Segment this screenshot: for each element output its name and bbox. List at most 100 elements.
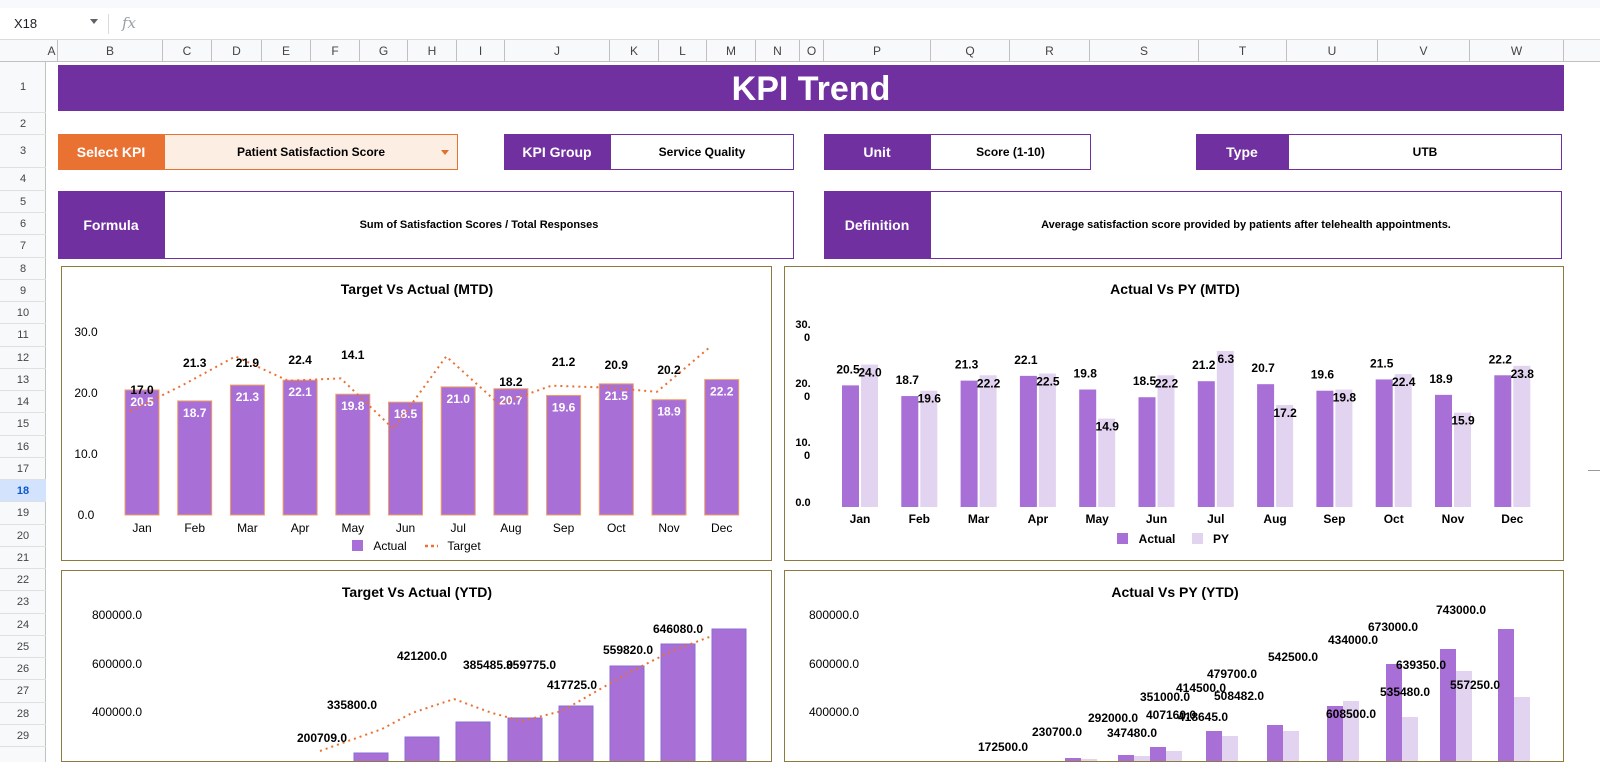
bar-label: 19.6: [1311, 368, 1335, 382]
bar-actual-aug: [493, 388, 529, 516]
select-kpi-dropdown[interactable]: Patient Satisfaction Score: [164, 134, 458, 170]
row-header-16[interactable]: 16: [0, 436, 46, 458]
bar-label: 418645.0: [1178, 710, 1228, 724]
column-header-o[interactable]: O: [800, 40, 824, 62]
x-tick-label: Aug: [1263, 512, 1286, 526]
row-header-7[interactable]: 7: [0, 235, 46, 258]
row-header-10[interactable]: 10: [0, 302, 46, 324]
column-header-h[interactable]: H: [408, 40, 457, 62]
column-header-l[interactable]: L: [659, 40, 707, 62]
chevron-down-icon[interactable]: [90, 19, 98, 24]
row-header-26[interactable]: 26: [0, 658, 46, 680]
row-header-18[interactable]: 18: [0, 480, 46, 502]
row-header-14[interactable]: 14: [0, 391, 46, 413]
legend-actual-swatch: [1117, 533, 1128, 544]
row-header-23[interactable]: 23: [0, 591, 46, 614]
target-label: 21.3: [183, 356, 207, 370]
bar-actual-dec: [704, 379, 740, 516]
column-header-n[interactable]: N: [756, 40, 800, 62]
column-header-m[interactable]: M: [707, 40, 756, 62]
column-header-p[interactable]: P: [824, 40, 931, 62]
row-header-11[interactable]: 11: [0, 324, 46, 347]
x-tick-label: Jan: [850, 512, 871, 526]
target-label: 18.2: [499, 375, 523, 389]
bar-label: 508482.0: [1214, 689, 1264, 703]
row-header-25[interactable]: 25: [0, 636, 46, 658]
bar-py-jan: [861, 364, 878, 507]
x-tick-label: Jan: [132, 521, 151, 535]
chart-actual-vs-py-mtd[interactable]: Actual Vs PY (MTD) 30. 0 20. 0 10. 0 0.0 20.5 24.…: [784, 266, 1564, 561]
column-header-r[interactable]: R: [1010, 40, 1090, 62]
bar-label: 18.9: [1429, 372, 1453, 386]
row-header-24[interactable]: 24: [0, 614, 46, 636]
row-header-20[interactable]: 20: [0, 525, 46, 547]
bar-actual-feb: [901, 396, 919, 507]
column-header-g[interactable]: G: [360, 40, 408, 62]
column-header-c[interactable]: C: [163, 40, 212, 62]
column-header-b[interactable]: B: [58, 40, 163, 62]
chart-target-vs-actual-ytd[interactable]: Target Vs Actual (YTD) 800000.0 600000.0 40…: [61, 570, 772, 762]
legend-py-swatch: [1192, 533, 1203, 544]
target-label: 20.2: [657, 363, 681, 377]
select-kpi-value: Patient Satisfaction Score: [236, 145, 386, 159]
row-header-15[interactable]: 15: [0, 413, 46, 436]
chart-actual-vs-py-ytd[interactable]: Actual Vs PY (YTD) 800000.0 600000.0 400000…: [784, 570, 1564, 762]
bar-actual-ytd: [353, 752, 389, 761]
formula-value: Sum of Satisfaction Scores / Total Respo…: [164, 191, 794, 259]
row-header-29[interactable]: 29: [0, 725, 46, 747]
y-tick-label: 600000.0: [92, 657, 142, 671]
row-header-28[interactable]: 28: [0, 703, 46, 725]
chart-target-vs-actual-mtd[interactable]: Target Vs Actual (MTD) 30.0 20.0 10.0 0.0 20.…: [61, 266, 772, 561]
bar-label: 22.5: [1036, 375, 1060, 389]
row-header-27[interactable]: 27: [0, 680, 46, 703]
column-header-s[interactable]: S: [1090, 40, 1199, 62]
row-header-12[interactable]: 12: [0, 347, 46, 369]
row-header-22[interactable]: 22: [0, 569, 46, 591]
column-header-u[interactable]: U: [1287, 40, 1378, 62]
column-header-i[interactable]: I: [457, 40, 505, 62]
bar-label: 19.8: [1074, 367, 1098, 381]
column-header-k[interactable]: K: [610, 40, 659, 62]
bar-actual-ytd: [711, 628, 747, 761]
bar-label: 351000.0: [1140, 690, 1190, 704]
column-header-e[interactable]: E: [262, 40, 311, 62]
target-label: 417725.0: [547, 678, 597, 692]
bar-actual-oct: [598, 383, 634, 516]
y-tick-label: 0: [804, 332, 810, 344]
row-header-2[interactable]: 2: [0, 113, 46, 135]
column-header-j[interactable]: J: [505, 40, 610, 62]
row-header-4[interactable]: 4: [0, 168, 46, 191]
name-box[interactable]: X18: [14, 16, 38, 31]
column-header-q[interactable]: Q: [931, 40, 1010, 62]
column-header-f[interactable]: F: [311, 40, 360, 62]
row-header-6[interactable]: 6: [0, 213, 46, 235]
bar-py-ytd: [1514, 697, 1530, 761]
bar-actual-ytd: [1440, 649, 1456, 761]
fx-icon: fx: [122, 14, 137, 32]
bar-label: 20.7: [1251, 361, 1275, 375]
row-header-1[interactable]: 1: [0, 62, 46, 113]
column-header-d[interactable]: D: [212, 40, 262, 62]
row-header-17[interactable]: 17: [0, 458, 46, 480]
row-header-5[interactable]: 5: [0, 191, 46, 213]
row-header-8[interactable]: 8: [0, 258, 46, 280]
row-header-19[interactable]: 19: [0, 502, 46, 525]
column-header-v[interactable]: V: [1378, 40, 1470, 62]
bar-actual-oct: [1375, 379, 1393, 507]
column-header-w[interactable]: W: [1470, 40, 1564, 62]
dropdown-arrow-icon[interactable]: [441, 150, 449, 155]
bar-actual-sep: [546, 394, 582, 516]
column-header-t[interactable]: T: [1199, 40, 1287, 62]
legend-actual-label: Actual: [373, 539, 406, 553]
row-header-13[interactable]: 13: [0, 369, 46, 391]
select-kpi-label: Select KPI: [58, 134, 164, 170]
bar-label: 19.6: [918, 392, 942, 406]
bar-py-dec: [1513, 365, 1531, 507]
target-label: 22.4: [288, 353, 312, 367]
bar-py-ytd: [1402, 717, 1418, 761]
row-header-3[interactable]: 3: [0, 135, 46, 168]
row-header-9[interactable]: 9: [0, 280, 46, 302]
column-header-a[interactable]: A: [46, 40, 58, 62]
row-header-21[interactable]: 21: [0, 547, 46, 569]
bar-label: 22.2: [977, 376, 1001, 390]
